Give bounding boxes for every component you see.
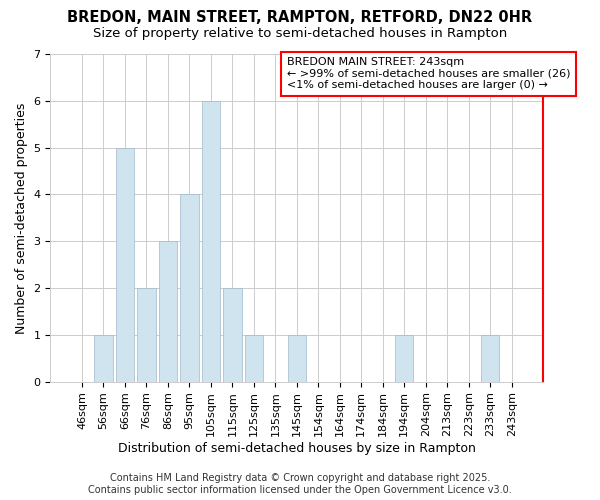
Bar [180, 194, 199, 382]
Bar [202, 101, 220, 382]
Bar [395, 335, 413, 382]
Y-axis label: Number of semi-detached properties: Number of semi-detached properties [15, 102, 28, 334]
Text: Contains HM Land Registry data © Crown copyright and database right 2025.
Contai: Contains HM Land Registry data © Crown c… [88, 474, 512, 495]
Bar [159, 242, 177, 382]
Bar [94, 335, 113, 382]
Bar [245, 335, 263, 382]
X-axis label: Distribution of semi-detached houses by size in Rampton: Distribution of semi-detached houses by … [118, 442, 476, 455]
Text: BREDON MAIN STREET: 243sqm
← >99% of semi-detached houses are smaller (26)
<1% o: BREDON MAIN STREET: 243sqm ← >99% of sem… [287, 58, 571, 90]
Bar [481, 335, 499, 382]
Text: BREDON, MAIN STREET, RAMPTON, RETFORD, DN22 0HR: BREDON, MAIN STREET, RAMPTON, RETFORD, D… [67, 10, 533, 25]
Text: Size of property relative to semi-detached houses in Rampton: Size of property relative to semi-detach… [93, 28, 507, 40]
Bar [137, 288, 155, 382]
Bar [223, 288, 242, 382]
Bar [116, 148, 134, 382]
Bar [288, 335, 306, 382]
